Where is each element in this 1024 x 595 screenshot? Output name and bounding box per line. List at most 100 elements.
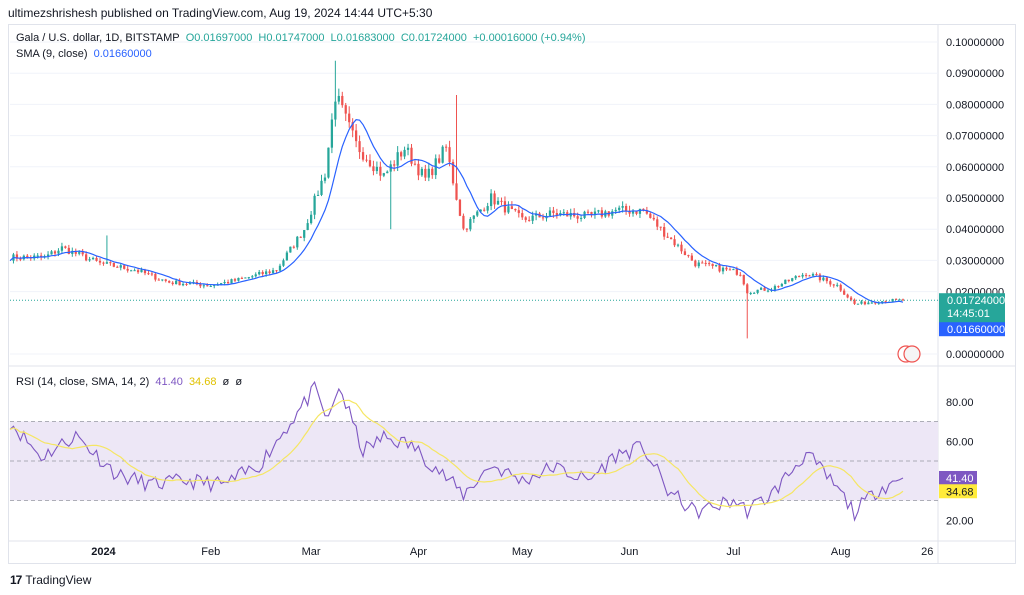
candle-body [438, 158, 441, 163]
candle-body [251, 276, 254, 278]
sma-legend[interactable]: SMA (9, close) 0.01660000 [16, 48, 155, 60]
rsi-band [10, 421, 938, 501]
candle-body [746, 284, 749, 294]
candle-body [265, 271, 268, 275]
time-tick-label: Jun [621, 546, 639, 558]
candle-body [427, 168, 430, 178]
symbol-label[interactable]: Gala / U.S. dollar, 1D, BITSTAMP [16, 32, 180, 44]
candle-body [663, 227, 666, 237]
candle-body [19, 258, 22, 260]
rsi-sma-value: 34.68 [188, 376, 217, 388]
candle-body [725, 267, 728, 270]
candle-body [354, 130, 358, 142]
candle-body [621, 206, 624, 208]
price-axis: 0.10000000 0.09000000 0.08000000 0.07000000… [946, 37, 1004, 361]
candles [12, 60, 905, 339]
us-flag-icon-2 [903, 345, 921, 363]
candle-body [88, 259, 91, 261]
candle-body [420, 168, 424, 176]
candle-body [67, 247, 70, 254]
candle-body [431, 168, 434, 176]
candle-body [379, 166, 382, 176]
sma-line-group [9, 119, 938, 304]
candle-body [628, 210, 631, 214]
candle-body [365, 159, 368, 161]
candle-body [372, 166, 375, 172]
candle-body [53, 251, 57, 254]
candle-body [102, 262, 105, 264]
price-tick-label: 0.06000000 [946, 162, 1004, 174]
candle-body [486, 206, 489, 211]
candle-body [611, 211, 614, 216]
candle-body [337, 95, 340, 102]
candle-body [330, 119, 334, 148]
candle-body [237, 277, 240, 281]
rsi-legend[interactable]: RSI (14, close, SMA, 14, 2) 41.40 34.68 … [16, 376, 245, 388]
candle-body [393, 164, 396, 166]
candle-body [656, 219, 659, 227]
rsi-value-badge-text: 41.40 [946, 473, 974, 485]
candle-body [98, 260, 102, 263]
candle-body [71, 250, 74, 254]
candle-body [261, 271, 264, 275]
candle-body [735, 269, 738, 275]
candle-body [209, 286, 212, 288]
candle-body [784, 279, 787, 285]
candle-body [285, 252, 289, 261]
candle-body [406, 147, 410, 150]
candle-body [458, 199, 462, 216]
candle-body [524, 217, 527, 220]
candle-body [673, 239, 676, 246]
candle-body [846, 294, 849, 298]
candle-body [531, 215, 534, 221]
candle-body [375, 166, 379, 172]
candle-body [386, 171, 389, 174]
candle-body [548, 210, 552, 216]
last-price-badge-text: 0.01724000 [947, 295, 1005, 307]
candle-body [399, 152, 403, 157]
candle-body [618, 207, 621, 210]
candle-body [794, 276, 797, 279]
candle-body [278, 265, 282, 271]
candle-body [323, 177, 327, 181]
candle-body [884, 301, 887, 303]
candle-body [74, 250, 77, 254]
price-tick-label: 0.00000000 [946, 349, 1004, 361]
candle-body [853, 299, 856, 304]
candle-body [161, 279, 164, 281]
candle-body [136, 270, 140, 273]
candle-body [766, 290, 770, 292]
candle-body [483, 209, 486, 211]
candle-body [756, 289, 759, 293]
candle-body [683, 251, 687, 256]
candle-body [358, 141, 361, 153]
rsi-tick-label: 20.00 [946, 515, 974, 527]
candle-body [742, 274, 745, 285]
candle-body [147, 273, 150, 275]
candle-body [168, 280, 171, 283]
candle-body [112, 262, 115, 267]
low-value: L0.01683000 [330, 32, 395, 44]
candle-body [292, 246, 295, 248]
candle-body [50, 251, 53, 255]
candle-body [181, 283, 185, 286]
price-tick-label: 0.07000000 [946, 131, 1004, 143]
candle-body [870, 302, 873, 304]
candle-body [462, 215, 465, 229]
candle-body [856, 303, 860, 305]
candle-body [220, 283, 223, 285]
footer-brand[interactable]: 17 TradingView [10, 573, 91, 587]
candle-body [503, 201, 507, 213]
candle-body [811, 273, 815, 276]
candle-body [631, 211, 635, 214]
candle-body [213, 285, 216, 287]
chart-frame [8, 24, 1016, 564]
candle-body [652, 217, 655, 220]
price-tick-label: 0.08000000 [946, 99, 1004, 111]
candle-body [510, 206, 514, 209]
candle-body [26, 255, 29, 258]
candle-body [275, 270, 278, 272]
candle-body [894, 298, 898, 300]
candle-body [444, 146, 448, 148]
